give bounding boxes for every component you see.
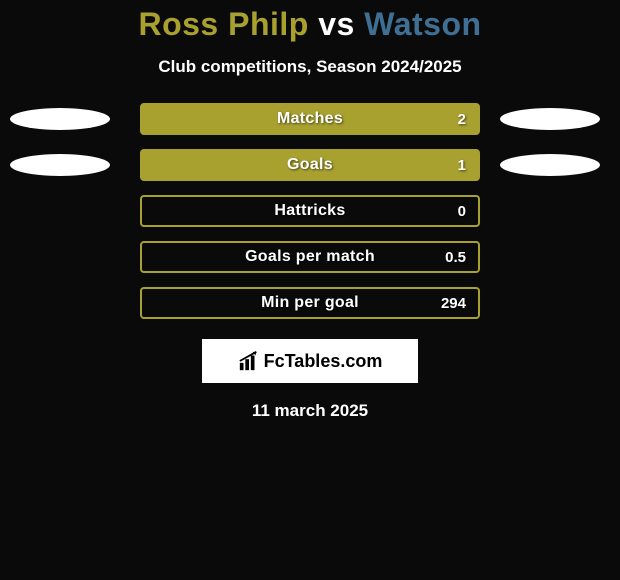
date-label: 11 march 2025: [0, 401, 620, 421]
stat-bar: Matches 2: [140, 103, 480, 135]
stat-label: Goals: [287, 156, 333, 174]
stat-value: 0.5: [445, 249, 466, 266]
stat-row: Goals 1: [0, 149, 620, 181]
stat-value: 1: [458, 157, 466, 174]
title-vs: vs: [309, 6, 364, 42]
stat-bar: Goals per match 0.5: [140, 241, 480, 273]
comparison-container: Ross Philp vs Watson Club competitions, …: [0, 0, 620, 421]
ellipse-left: [10, 154, 110, 176]
subtitle: Club competitions, Season 2024/2025: [0, 57, 620, 77]
stat-value: 2: [458, 111, 466, 128]
logo-box: FcTables.com: [202, 339, 418, 383]
page-title: Ross Philp vs Watson: [0, 6, 620, 43]
logo-text: FcTables.com: [264, 351, 383, 372]
stat-row: Matches 2: [0, 103, 620, 135]
stat-bar: Goals 1: [140, 149, 480, 181]
stat-label: Matches: [277, 110, 343, 128]
title-player2: Watson: [364, 6, 481, 42]
stat-label: Min per goal: [261, 294, 359, 312]
stat-rows: Matches 2 Goals 1 Hattricks 0 Goals per match 0…: [0, 103, 620, 319]
stat-label: Hattricks: [274, 202, 345, 220]
stat-row: Min per goal 294: [0, 287, 620, 319]
stat-value: 294: [441, 295, 466, 312]
stat-row: Hattricks 0: [0, 195, 620, 227]
stat-bar: Hattricks 0: [140, 195, 480, 227]
bar-chart-icon: [238, 350, 260, 372]
title-player1: Ross Philp: [138, 6, 308, 42]
stat-value: 0: [458, 203, 466, 220]
ellipse-right: [500, 154, 600, 176]
stat-row: Goals per match 0.5: [0, 241, 620, 273]
stat-label: Goals per match: [245, 248, 375, 266]
ellipse-left: [10, 108, 110, 130]
ellipse-right: [500, 108, 600, 130]
stat-bar: Min per goal 294: [140, 287, 480, 319]
